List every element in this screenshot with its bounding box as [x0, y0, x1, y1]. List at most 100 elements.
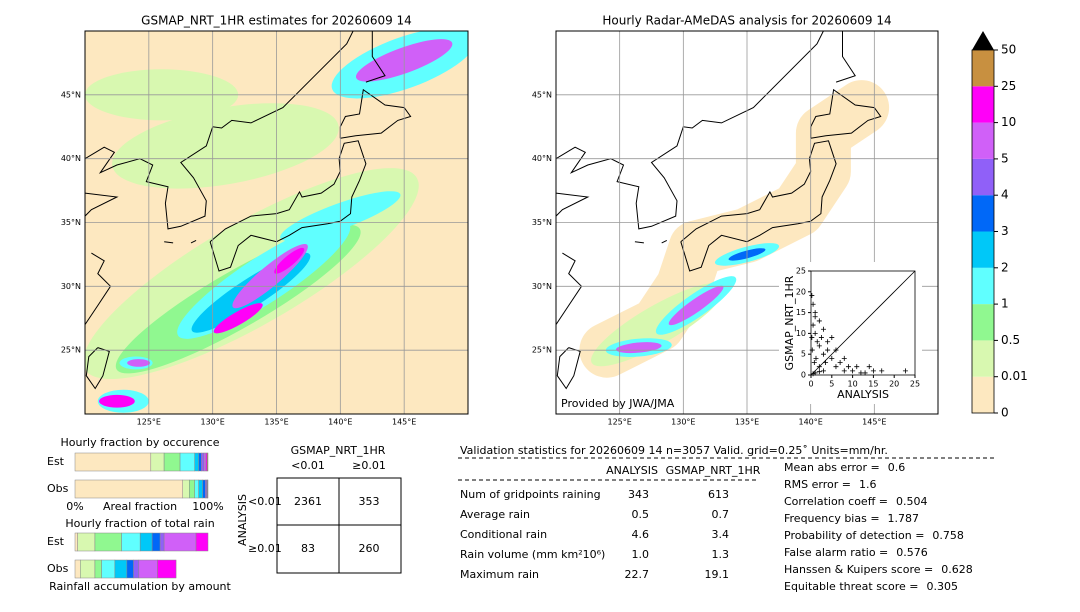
table-cell: 83 [301, 542, 315, 555]
colorbar-label: 10 [1001, 115, 1016, 129]
scatter-point [811, 360, 817, 366]
scatter-point [870, 368, 876, 374]
scatter-point [820, 326, 826, 332]
x-axis-label: ANALYSIS [837, 388, 889, 401]
colorbar-segment [972, 50, 994, 87]
scatter-point [816, 343, 822, 349]
score-label: False alarm ratio = [784, 546, 888, 559]
column-label: <0.01 [291, 459, 325, 472]
scatter-point [810, 301, 816, 307]
score-label: Frequency bias = [784, 512, 880, 525]
scatter-point [814, 339, 820, 345]
bar-segment [139, 532, 153, 552]
colorbar-segment [972, 195, 994, 232]
score-value: 1.787 [888, 512, 920, 525]
column-label: GSMAP_NRT_1HR [666, 464, 761, 477]
bar-segment [159, 532, 165, 552]
scatter-point [820, 351, 826, 357]
score-label: RMS error = [784, 478, 851, 491]
coastline [634, 241, 644, 244]
stats-title: Validation statistics for 20260609 14 n=… [460, 444, 888, 457]
map-credit: Provided by JWA/JMA [561, 397, 675, 410]
lon-label: 130°E [201, 418, 225, 427]
colorbar-label: 1 [1001, 297, 1009, 311]
y-tick-label: 0 [801, 371, 806, 380]
bar-segment [114, 559, 128, 579]
coastline [556, 252, 583, 325]
scatter-point [816, 369, 822, 375]
lon-label: 135°E [264, 418, 288, 427]
x-tick-label: 20 [889, 380, 899, 389]
bar-segment [189, 479, 195, 499]
chart-title: Hourly fraction of total rain [65, 517, 214, 530]
x-tick-label: 10 [848, 380, 858, 389]
colorbar-extension [972, 31, 994, 50]
map-title: Hourly Radar-AMeDAS analysis for 2026060… [602, 14, 891, 28]
scatter-point [833, 347, 839, 353]
category-label: Est [47, 535, 65, 548]
rain-area [127, 359, 151, 367]
bar-segment [195, 532, 209, 552]
scatter-point [829, 335, 835, 341]
lat-label: 30°N [61, 282, 81, 291]
stat-label: Average rain [460, 508, 530, 521]
bar-segment [74, 532, 78, 552]
lat-label: 30°N [532, 282, 552, 291]
coastline [190, 239, 197, 244]
scatter-point [809, 335, 815, 341]
scatter-point [810, 322, 816, 328]
coastline [85, 31, 354, 230]
scatter-point [850, 368, 856, 374]
bar-segment [194, 479, 199, 499]
scatter-point [812, 370, 818, 376]
row-label: ≥0.01 [248, 542, 282, 555]
lon-label: 130°E [671, 418, 695, 427]
score-value: 1.6 [859, 478, 877, 491]
colorbar-label: 50 [1001, 43, 1016, 57]
scatter-point [809, 293, 815, 299]
lat-label: 45°N [532, 90, 552, 99]
bar-segment [94, 532, 122, 552]
score-value: 0.576 [896, 546, 928, 559]
score-label: Equitable threat score = [784, 580, 918, 593]
rain-area [99, 394, 135, 408]
bar-segment [74, 452, 152, 472]
stat-value: 343 [628, 488, 649, 501]
scatter-point [879, 368, 885, 374]
colorbar-label: 0.01 [1001, 369, 1028, 383]
lon-label: 135°E [735, 418, 759, 427]
scatter-point [825, 339, 831, 345]
stat-value: 4.6 [632, 528, 650, 541]
scatter-point [816, 318, 822, 324]
colorbar-segment [972, 122, 994, 159]
x-tick-label: 100% [192, 500, 223, 513]
bar-segment [80, 559, 96, 579]
score-label: Hanssen & Kuipers score = [784, 563, 933, 576]
score-value: 0.628 [941, 563, 973, 576]
column-label: ANALYSIS [606, 464, 658, 477]
scatter-point [810, 371, 816, 377]
bar-segment [163, 452, 181, 472]
bar-segment [133, 559, 140, 579]
coastline [339, 88, 412, 139]
lat-label: 25°N [61, 346, 81, 355]
scatter-point [818, 335, 824, 341]
scatter-point [837, 360, 843, 366]
bar-segment [151, 532, 161, 552]
stat-value: 3.4 [712, 528, 730, 541]
column-label: ≥0.01 [352, 459, 386, 472]
scatter-point [812, 314, 818, 320]
coastline [556, 347, 581, 390]
lat-label: 40°N [61, 154, 81, 163]
coastline [85, 252, 112, 325]
stat-value: 0.5 [632, 508, 650, 521]
category-label: Est [47, 455, 65, 468]
coastline [556, 31, 824, 230]
lon-label: 145°E [392, 418, 416, 427]
bar-segment [157, 559, 177, 579]
row-label: <0.01 [248, 495, 282, 508]
stat-label: Rain volume (mm km²10⁶) [460, 548, 605, 561]
colorbar-label: 25 [1001, 79, 1016, 93]
bar-segment [201, 452, 205, 472]
